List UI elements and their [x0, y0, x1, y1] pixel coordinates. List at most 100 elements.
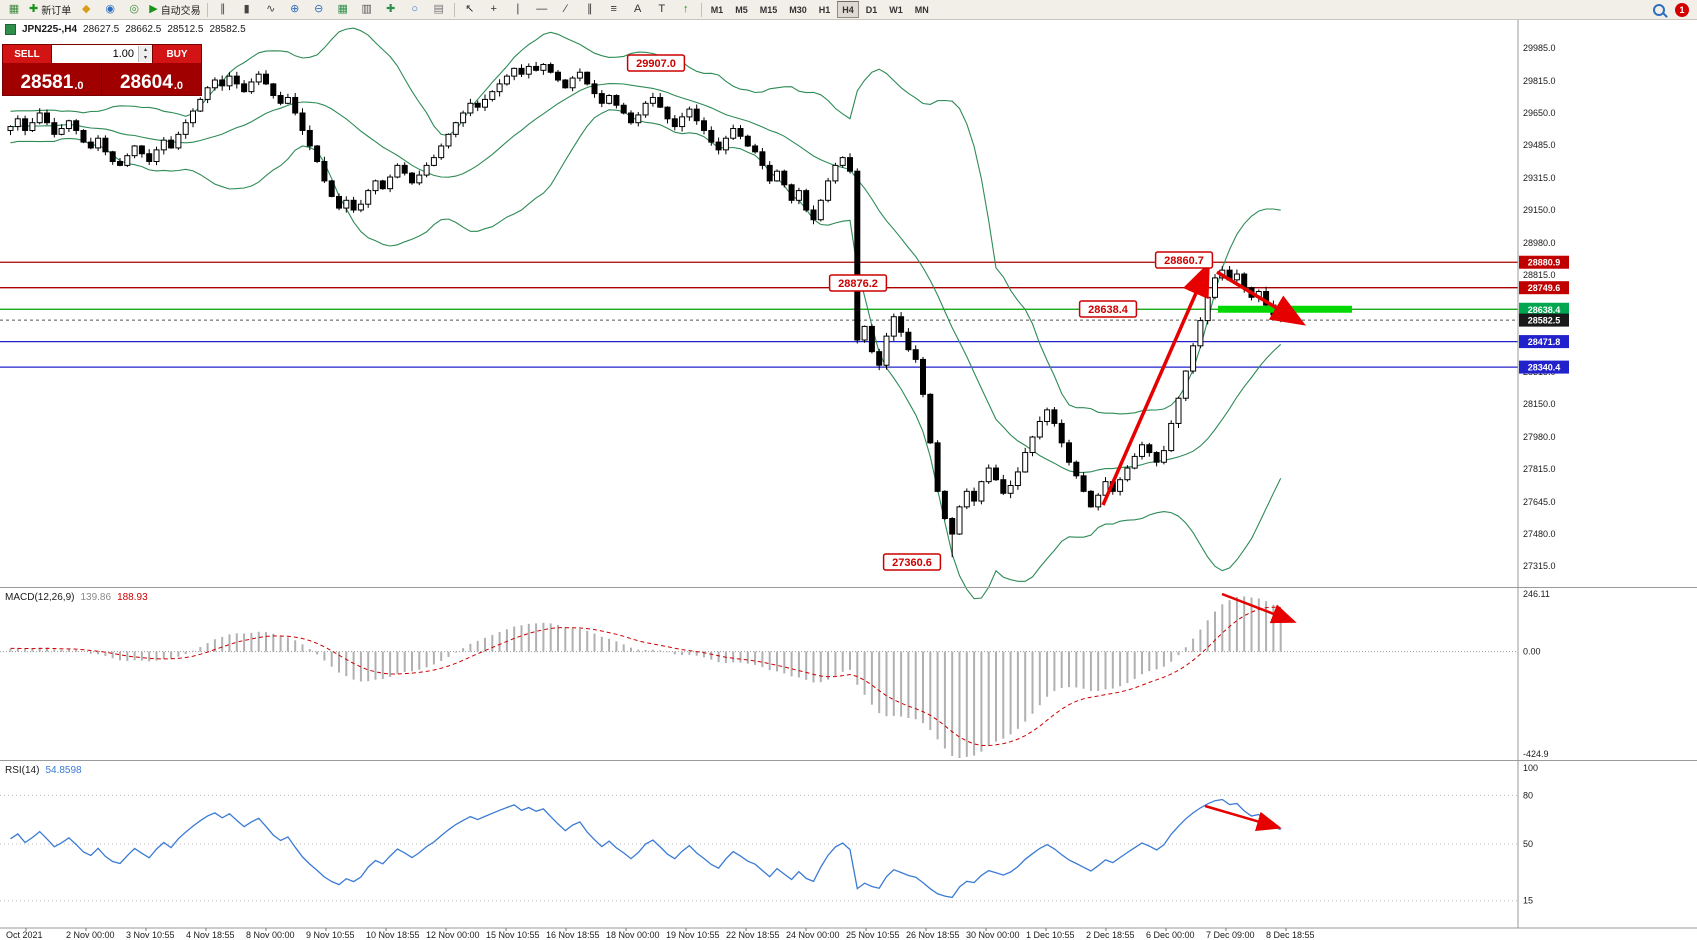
zoom-out-icon: ⊖ [314, 3, 324, 15]
price-annotation[interactable] [828, 274, 888, 292]
trend-arrow-rsi[interactable] [1204, 804, 1282, 831]
horizontal-line-icon[interactable]: — [530, 0, 554, 19]
news-icon[interactable]: ◎ [122, 0, 146, 19]
annotation-text: 28876.2 [838, 278, 878, 290]
auto-scroll-icon[interactable]: ▥ [355, 0, 379, 19]
mql5-market-icon[interactable]: ◆ [74, 0, 98, 19]
ohlc-open: 28627.5 [83, 24, 120, 35]
rsi-line [10, 798, 1281, 899]
volume-input[interactable] [52, 47, 138, 61]
crosshair-icon[interactable]: + [482, 0, 506, 19]
buy-price-frac: .0 [173, 80, 184, 92]
new-order-button-label: 新订单 [41, 6, 72, 17]
autotrading-button: ▶ [149, 3, 158, 15]
ohlc-low: 28512.5 [167, 24, 204, 35]
fibonacci-icon[interactable]: ≡ [602, 0, 626, 19]
tile-windows-icon[interactable]: ▦ [331, 0, 355, 19]
community-icon[interactable]: ◉ [98, 0, 122, 19]
price-tag-text: 28582.5 [1528, 316, 1561, 326]
timeframe-m5-button[interactable]: M5 [735, 4, 748, 15]
zoom-out-icon[interactable]: ⊖ [307, 0, 331, 19]
candlestick-series [7, 61, 1284, 558]
toolbar-separator [453, 2, 455, 17]
timeframe-m30-button[interactable]: M30 [789, 4, 807, 15]
macd-signal-line [10, 606, 1281, 747]
vertical-line-icon[interactable]: ∣ [506, 0, 530, 19]
price-tag [1519, 281, 1569, 295]
rsi-value: 54.8598 [45, 765, 82, 776]
new-chart-icon[interactable]: ▦ [2, 0, 26, 19]
macd-main-value: 139.86 [80, 592, 112, 603]
rsi-pane [0, 794, 1518, 902]
price-tag [1519, 255, 1569, 269]
price-annotation[interactable] [626, 54, 686, 72]
price-tag-text: 28471.8 [1528, 337, 1561, 347]
trend-arrow-macd[interactable] [1221, 592, 1297, 624]
candlestick-mode-icon[interactable]: ▮ [235, 0, 259, 19]
date-axis-label: 10 Nov 18:55 [366, 930, 420, 940]
new-order-button[interactable]: ✚ 新订单 [26, 0, 74, 19]
line-chart-mode-icon[interactable]: ∿ [259, 0, 283, 19]
channel-icon[interactable]: ∥ [578, 0, 602, 19]
shapes-icon[interactable]: ↑ [674, 0, 698, 19]
rsi-indicator-label: RSI(14) 54.8598 [5, 765, 82, 776]
channel-icon: ∥ [586, 3, 593, 15]
autotrading-button[interactable]: ▶ 自动交易 [146, 0, 203, 19]
text-icon[interactable]: A [626, 0, 650, 19]
ohlc-high: 28662.5 [125, 24, 162, 35]
volume-stepper: ▴ ▾ [138, 46, 152, 62]
price-tag [1519, 313, 1569, 327]
price-annotation[interactable] [1154, 251, 1214, 269]
annotation-text: 28638.4 [1088, 304, 1129, 316]
toolbar-separator [700, 2, 702, 17]
search-icon[interactable] [1653, 3, 1665, 16]
macd-scale-zero: 0.00 [1523, 647, 1541, 657]
annotation-text: 29907.0 [636, 58, 676, 70]
macd-pane [0, 596, 1518, 758]
notification-badge[interactable]: 1 [1675, 2, 1689, 17]
cursor-icon[interactable]: ↖ [458, 0, 482, 19]
rsi-scale-label: 15 [1523, 896, 1533, 906]
date-axis-label: 24 Nov 00:00 [786, 930, 840, 940]
price-tag-text: 28340.4 [1528, 363, 1561, 373]
label-icon[interactable]: T [650, 0, 674, 19]
macd-indicator-label: MACD(12,26,9) 139.86 188.93 [5, 592, 148, 603]
timeframe-h4-button[interactable]: H4 [837, 1, 859, 18]
price-axis-label: 27480.0 [1523, 529, 1556, 539]
buy-button[interactable]: BUY [153, 45, 201, 63]
rsi-name: RSI(14) [5, 765, 40, 776]
price-annotation[interactable] [1078, 300, 1138, 318]
timeframe-d1-button[interactable]: D1 [865, 4, 878, 15]
trendline-icon[interactable]: ∕ [554, 0, 578, 19]
mql5-market-icon: ◆ [81, 3, 91, 15]
cursor-icon: ↖ [465, 3, 475, 15]
one-click-trading-panel: SELL ▴ ▾ BUY 28581 .0 28604 .0 [2, 44, 202, 96]
volume-down-button[interactable]: ▾ [139, 54, 152, 62]
trend-arrow-main[interactable] [1101, 261, 1210, 506]
timeframe-h1-button[interactable]: H1 [818, 4, 831, 15]
buy-price[interactable]: 28604 .0 [102, 63, 201, 95]
date-axis-label: 12 Nov 00:00 [426, 930, 480, 940]
auto-scroll-icon: ▥ [361, 3, 372, 15]
annotation-text: 27360.6 [892, 557, 932, 569]
price-annotation[interactable] [882, 553, 942, 571]
bar-chart-mode-icon[interactable]: ∥ [211, 0, 235, 19]
templates-icon[interactable]: ▤ [427, 0, 451, 19]
timeframe-w1-button[interactable]: W1 [889, 4, 903, 15]
indicators-icon[interactable]: ✚ [379, 0, 403, 19]
line-chart-mode-icon: ∿ [266, 3, 276, 15]
period-icon[interactable]: ○ [403, 0, 427, 19]
label-icon: T [658, 3, 666, 15]
trend-arrow-main[interactable] [1216, 270, 1306, 326]
sell-price[interactable]: 28581 .0 [3, 63, 102, 95]
sell-button[interactable]: SELL [3, 45, 51, 63]
timeframe-mn-button[interactable]: MN [914, 4, 929, 15]
volume-up-button[interactable]: ▴ [139, 46, 152, 54]
price-axis-label: 27815.0 [1523, 464, 1556, 474]
timeframe-m1-button[interactable]: M1 [710, 4, 724, 15]
timeframe-m15-button[interactable]: M15 [759, 4, 778, 15]
zoom-in-icon[interactable]: ⊕ [283, 0, 307, 19]
horizontal-line-icon: — [536, 3, 548, 15]
